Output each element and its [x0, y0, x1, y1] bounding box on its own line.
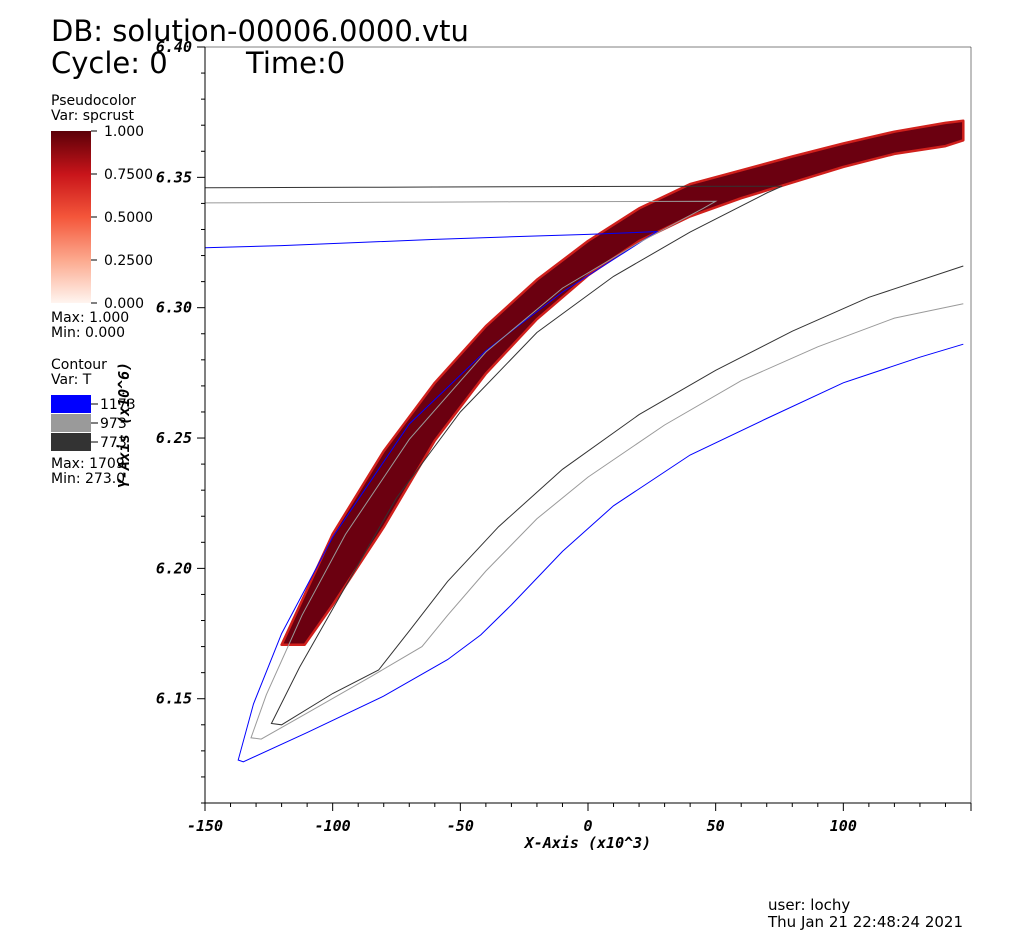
pseudocolor-legend-var: Var: spcrust [51, 108, 135, 124]
contour-level-label: 1173 [100, 397, 136, 413]
x-tick-label: 0 [583, 817, 592, 835]
spcrust-band [280, 119, 965, 647]
contour-legend-var: Var: T [51, 372, 92, 388]
y-tick-label: 6.35 [156, 168, 192, 186]
legend-graphics: 1.000 0.7500 0.5000 0.2500 0.000 1173 973 773 [51, 124, 153, 451]
x-tick-label: 50 [707, 817, 725, 835]
contour-legend-min: Min: 273.0 [51, 471, 126, 487]
colorbar-tick-label: 0.7500 [104, 167, 153, 183]
plot-data [205, 119, 965, 763]
pseudocolor-colorbar [51, 131, 91, 303]
x-axis-title: X-Axis (x10^3) [523, 834, 651, 852]
time-label: Time:0 [246, 46, 346, 80]
colorbar-tick-label: 1.000 [104, 124, 144, 140]
contour-level-label: 773 [100, 435, 127, 451]
database-title: DB: solution-00006.0000.vtu [51, 14, 469, 48]
plot-axes: -150 -100 -50 0 50 100 6.15 6.20 6.25 6.30 6.35 6.4… [115, 38, 972, 852]
y-tick-label: 6.30 [156, 299, 192, 317]
contour-legend-title: Contour [51, 357, 107, 373]
x-tick-label: 100 [830, 817, 857, 835]
contour-level-swatch [51, 395, 91, 413]
contour-legend-max: Max: 1709 [51, 456, 125, 472]
contour-line-773 [205, 185, 964, 726]
cycle-label: Cycle: 0 [51, 46, 168, 80]
pseudocolor-legend-title: Pseudocolor [51, 93, 136, 109]
contour-line-973 [205, 200, 964, 740]
y-tick-label: 6.20 [156, 559, 192, 577]
user-label: user: lochy [768, 896, 851, 914]
y-tick-label: 6.25 [156, 429, 192, 447]
pseudocolor-legend-max: Max: 1.000 [51, 310, 130, 326]
x-tick-label: -50 [447, 817, 474, 835]
pseudocolor-legend-min: Min: 0.000 [51, 325, 126, 341]
timestamp-label: Thu Jan 21 22:48:24 2021 [768, 913, 963, 931]
y-tick-label: 6.15 [156, 690, 192, 708]
contour-line-1173 [205, 231, 964, 763]
y-tick-label: 6.40 [156, 38, 192, 56]
x-tick-label: -100 [315, 817, 351, 835]
contour-level-swatch [51, 414, 91, 432]
colorbar-tick-label: 0.5000 [104, 210, 153, 226]
contour-level-label: 973 [100, 416, 127, 432]
colorbar-tick-label: 0.2500 [104, 253, 153, 269]
contour-level-swatch [51, 433, 91, 451]
colorbar-tick-label: 0.000 [104, 296, 144, 312]
x-tick-label: -150 [187, 817, 223, 835]
y-axis-title: Y-Axis (x10^6) [115, 362, 133, 488]
